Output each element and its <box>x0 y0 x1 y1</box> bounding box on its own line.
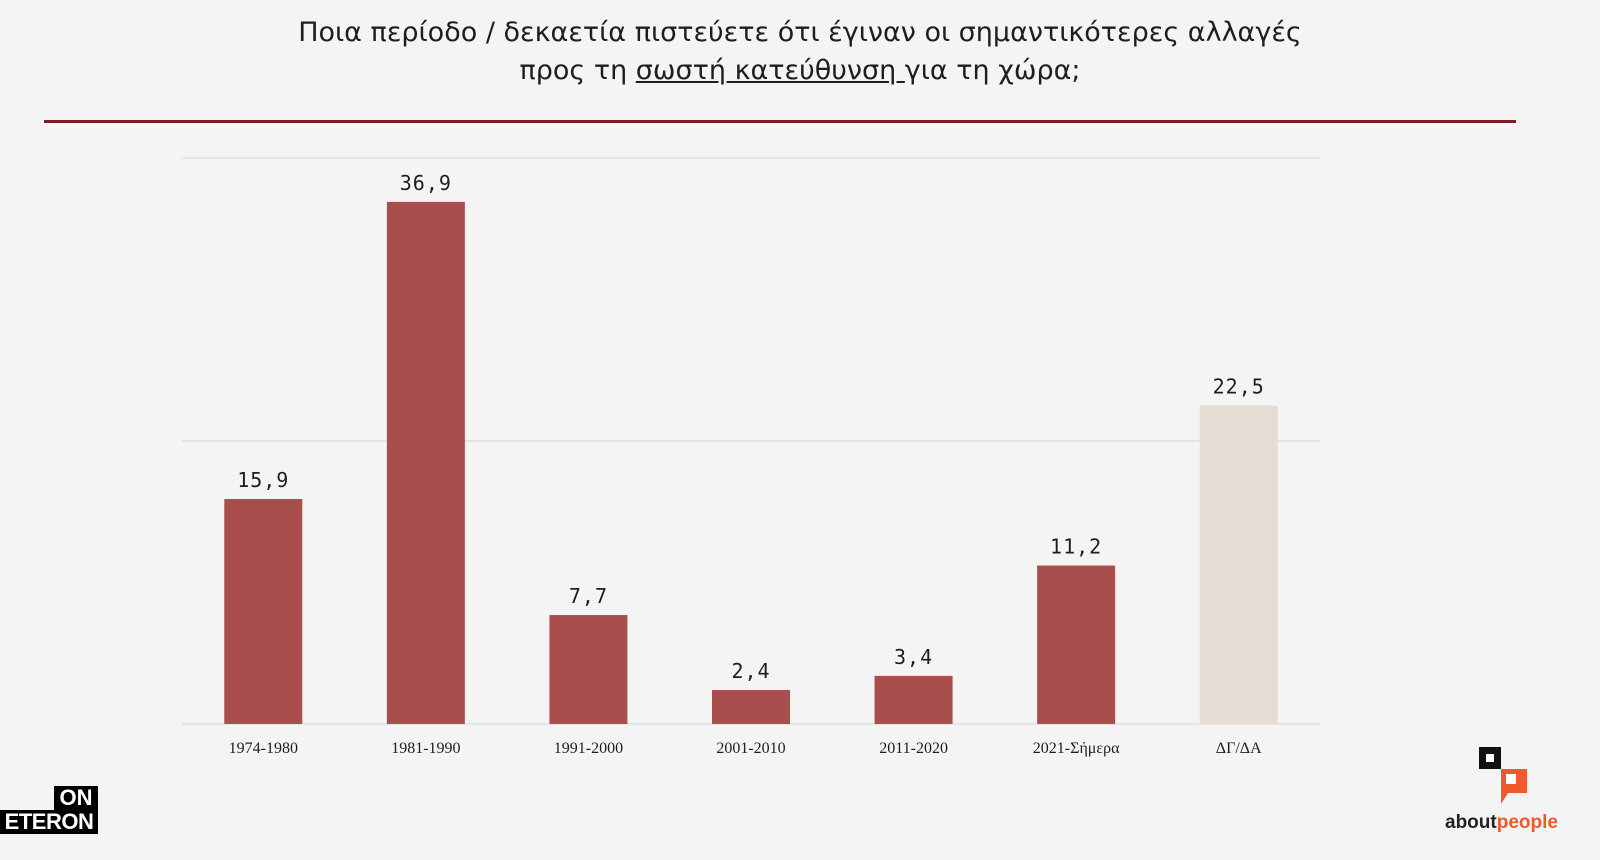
bar-1991-2000 <box>549 615 628 724</box>
bar-1974-1980 <box>224 499 303 724</box>
aboutpeople-logo: aboutpeople <box>1440 742 1570 842</box>
bar-2011-2020 <box>874 675 953 724</box>
category-label-1991-2000: 1991-2000 <box>554 740 623 757</box>
data-label-ΔΓ/ΔΑ: 22,5 <box>1213 375 1265 399</box>
data-label-1991-2000: 7,7 <box>569 584 608 608</box>
category-label-1974-1980: 1974-1980 <box>229 740 298 757</box>
data-label-2021-Σήμερα: 11,2 <box>1050 535 1102 559</box>
data-label-1981-1990: 36,9 <box>400 171 452 195</box>
bar-1981-1990 <box>386 201 465 725</box>
category-label-1981-1990: 1981-1990 <box>391 740 460 757</box>
title-underlined-phrase: σωστή κατεύθυνση <box>635 55 905 86</box>
data-label-2011-2020: 3,4 <box>894 645 933 669</box>
aboutpeople-wordmark-b: people <box>1496 812 1558 833</box>
category-label-2001-2010: 2001-2010 <box>716 740 785 757</box>
aboutpeople-wordmark: aboutpeople <box>1445 812 1558 834</box>
category-label-2011-2020: 2011-2020 <box>879 740 948 757</box>
category-label-2021-Σήμερα: 2021-Σήμερα <box>1033 740 1120 757</box>
chart-title: Ποια περίοδο / δεκαετία πιστεύετε ότι έγ… <box>0 14 1600 90</box>
speech-bubble-icon <box>1479 747 1527 804</box>
bar-ΔΓ/ΔΑ <box>1199 405 1278 724</box>
category-label-ΔΓ/ΔΑ: ΔΓ/ΔΑ <box>1216 740 1262 757</box>
eteron-logo-bottom: ETERON <box>0 810 98 834</box>
bar-2021-Σήμερα <box>1037 565 1116 724</box>
title-divider <box>44 120 1516 123</box>
title-line-2-end: για τη χώρα; <box>904 55 1081 86</box>
title-line-2-start: προς τη <box>519 55 636 86</box>
title-line-1: Ποια περίοδο / δεκαετία πιστεύετε ότι έγ… <box>298 17 1302 48</box>
bar-2001-2010 <box>712 690 790 724</box>
title-line-2: προς τη σωστή κατεύθυνση για τη χώρα; <box>0 52 1600 90</box>
data-label-2001-2010: 2,4 <box>731 659 770 683</box>
data-label-1974-1980: 15,9 <box>237 468 289 492</box>
eteron-logo-top: ON <box>54 786 98 810</box>
aboutpeople-wordmark-a: about <box>1445 812 1497 833</box>
